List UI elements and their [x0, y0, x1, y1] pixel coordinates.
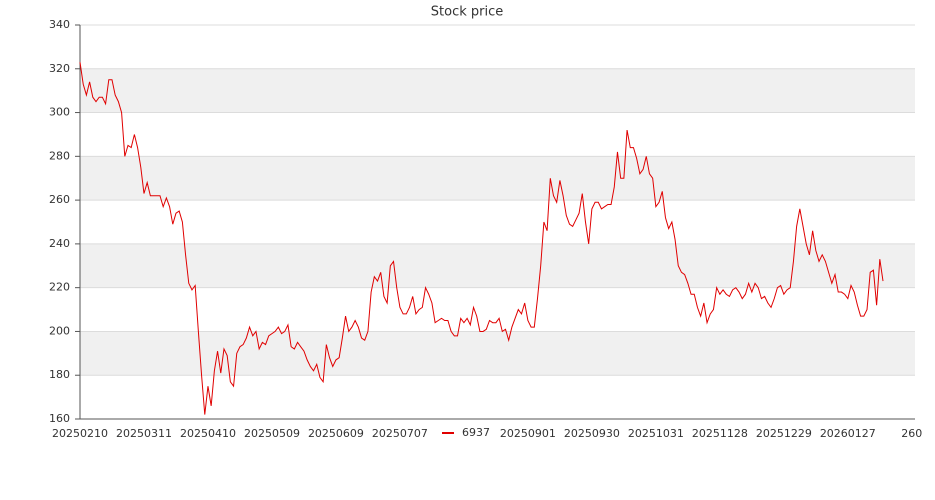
- x-tick-label: 20250210: [52, 427, 108, 440]
- x-tick-label: 20250509: [244, 427, 300, 440]
- y-tick-label: 300: [49, 106, 70, 119]
- x-tick-label: 20251229: [756, 427, 812, 440]
- grid-band: [80, 156, 915, 201]
- x-tick-label: 20250410: [180, 427, 236, 440]
- grid-band: [80, 68, 915, 113]
- y-tick-label: 200: [49, 324, 70, 337]
- y-tick-label: 160: [49, 412, 70, 425]
- y-tick-label: 260: [49, 193, 70, 206]
- y-tick-label: 320: [49, 62, 70, 75]
- x-tick-label: 260: [901, 427, 922, 440]
- data-line: [79, 62, 884, 415]
- x-tick-label: 20250707: [372, 427, 428, 440]
- y-tick-label: 240: [49, 237, 70, 250]
- x-tick-label: 20251128: [692, 427, 748, 440]
- grid-band: [80, 243, 915, 288]
- x-tick-label: 20251031: [628, 427, 684, 440]
- y-tick-label: 340: [49, 18, 70, 31]
- x-tick-label: 20260127: [820, 427, 876, 440]
- legend-label: 6937: [462, 426, 490, 439]
- x-tick-label: 20250609: [308, 427, 364, 440]
- grid-band: [80, 331, 915, 376]
- x-tick-label: 20250930: [564, 427, 620, 440]
- y-tick-label: 280: [49, 149, 70, 162]
- chart-title: Stock price: [431, 5, 503, 20]
- y-tick-label: 220: [49, 281, 70, 294]
- x-tick-label: 20250311: [116, 427, 172, 440]
- y-tick-label: 180: [49, 368, 70, 381]
- x-tick-label: 20250901: [500, 427, 556, 440]
